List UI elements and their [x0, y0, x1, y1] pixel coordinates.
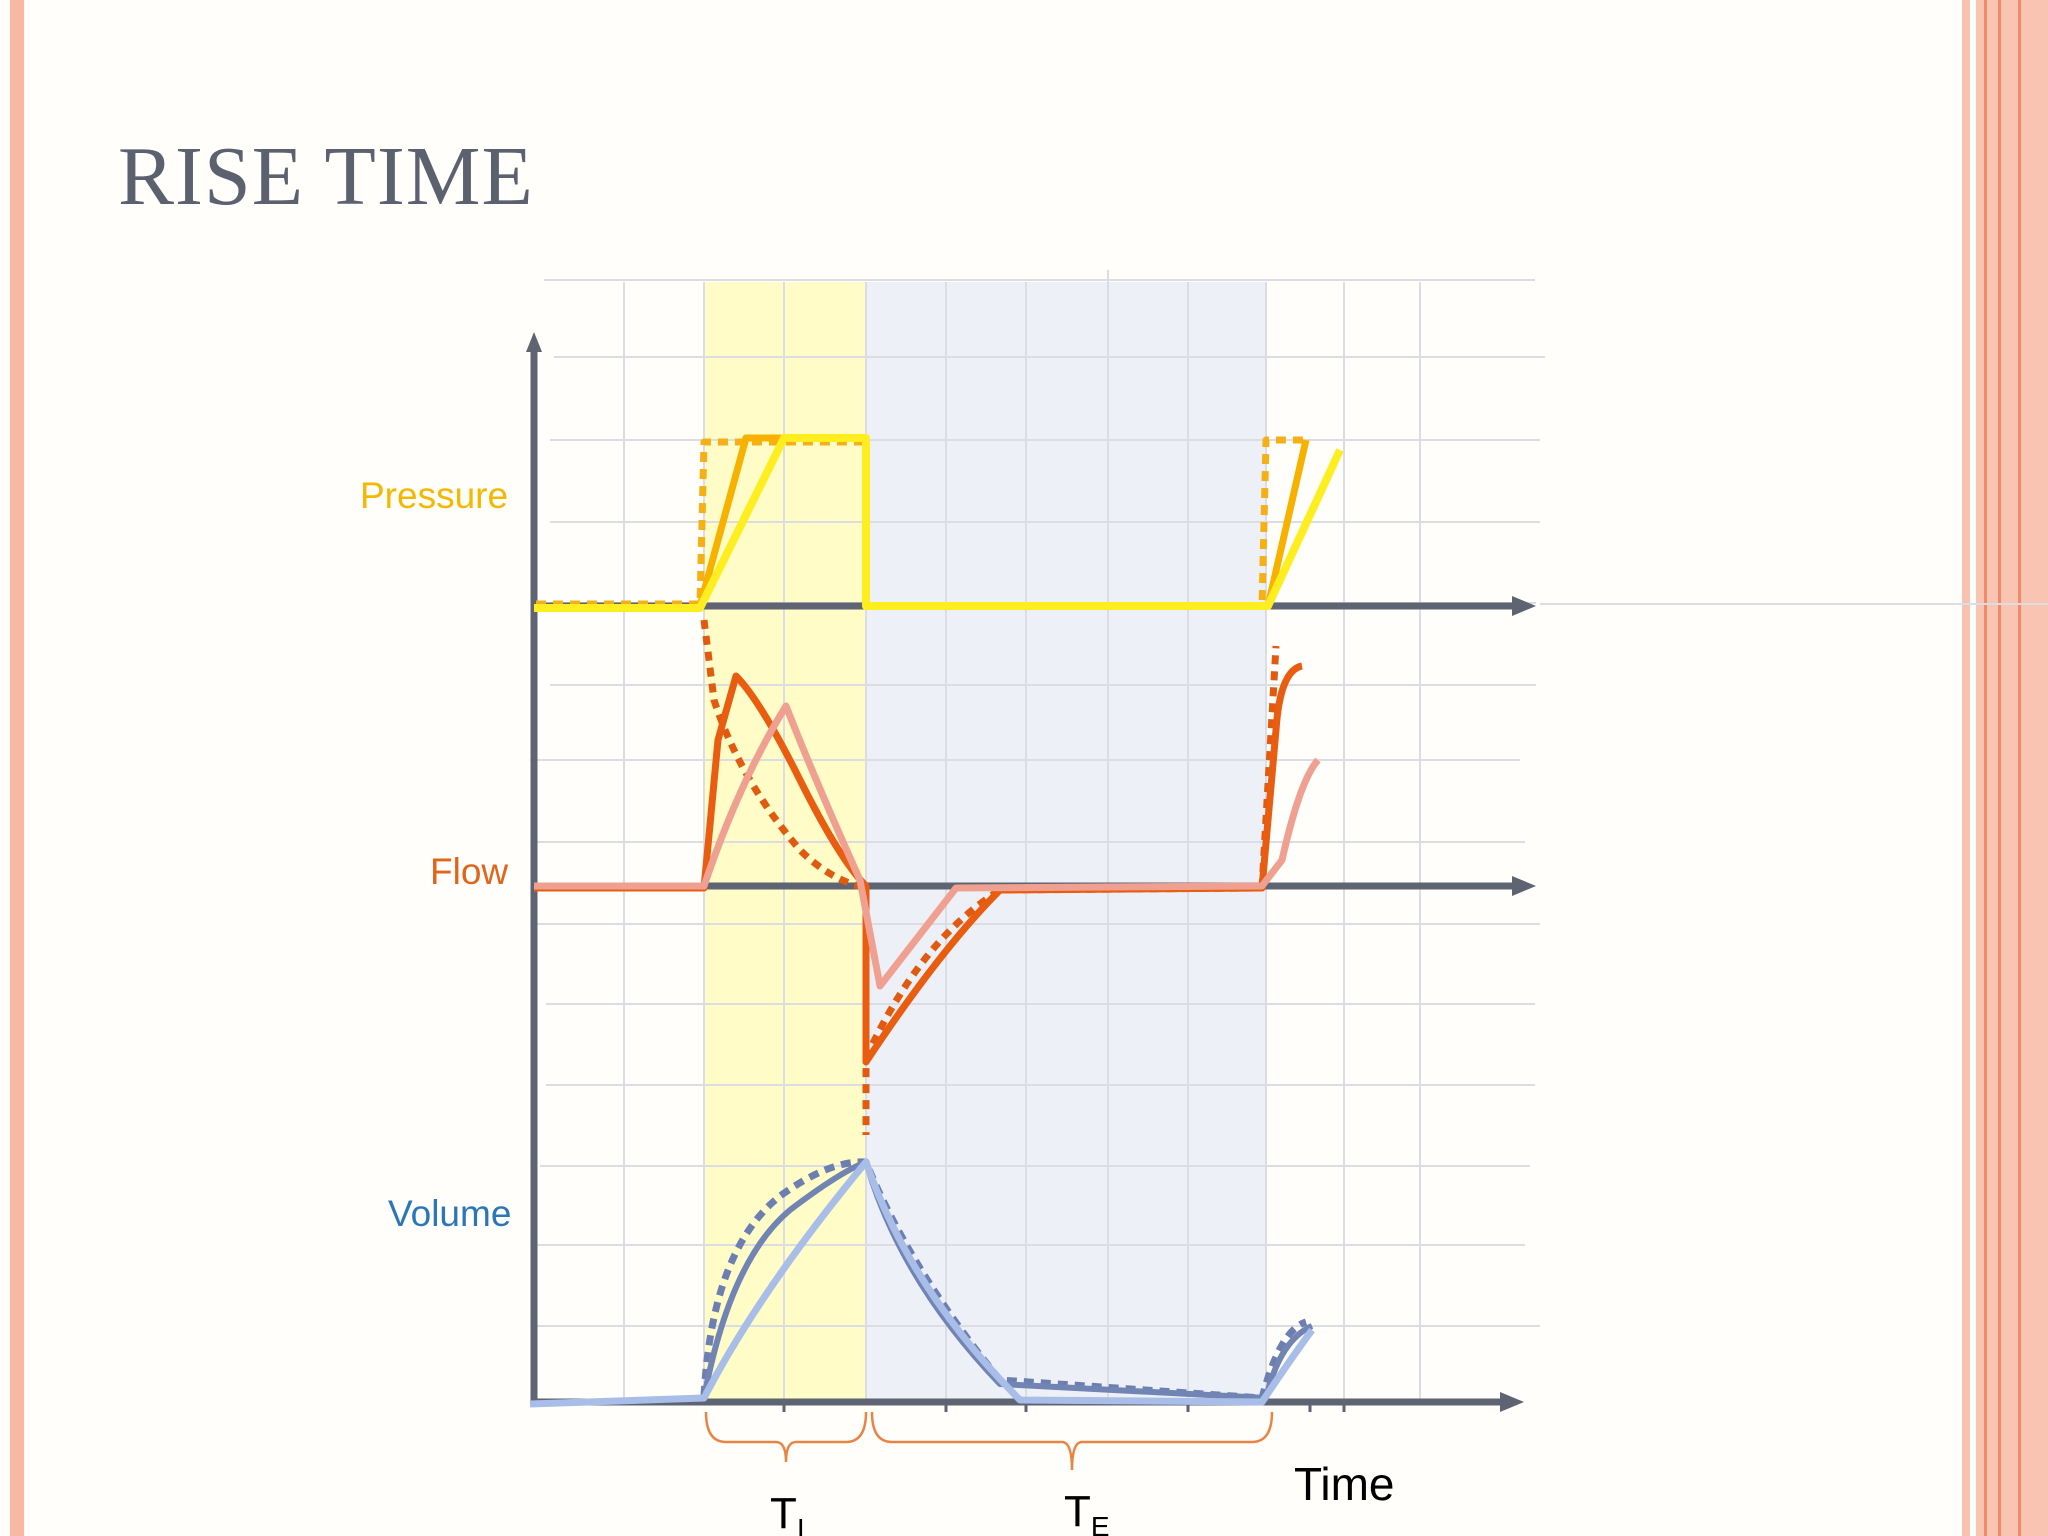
volume-baseline-arrowhead	[1500, 1392, 1524, 1412]
flow-label: Flow	[430, 851, 508, 892]
te-label-main: T	[1064, 1487, 1091, 1536]
pressure-curve-slow	[534, 434, 1344, 612]
flow-baseline-arrowhead	[1512, 876, 1536, 896]
flow-curve-slow	[534, 702, 1321, 990]
pressure-baseline-arrowhead	[1512, 596, 1536, 616]
slide-border-left	[10, 0, 24, 1536]
ti-label-main: T	[770, 1489, 797, 1536]
te-label-subscript: E	[1091, 1511, 1110, 1536]
time-label: Time	[1294, 1458, 1395, 1510]
flow-waveforms	[534, 619, 1321, 1135]
pressure-label: Pressure	[360, 475, 508, 516]
flow-curve-medium	[534, 662, 1304, 1066]
te-brace	[870, 1411, 1274, 1471]
ti-label: TI	[770, 1489, 805, 1536]
grid	[530, 270, 2048, 1400]
slide-title: RISE TIME	[118, 130, 534, 223]
ti-label-subscript: I	[797, 1513, 805, 1536]
slide-border-right	[1962, 0, 2048, 1536]
y-axis-arrowhead	[526, 332, 542, 352]
volume-label: Volume	[388, 1193, 511, 1234]
volume-curve-slow	[529, 1158, 1315, 1408]
te-label: TE	[1064, 1487, 1110, 1536]
pressure-waveforms	[534, 434, 1344, 612]
ti-brace	[704, 1411, 868, 1463]
volume-waveforms	[529, 1158, 1315, 1408]
phase-braces	[704, 1411, 1274, 1471]
